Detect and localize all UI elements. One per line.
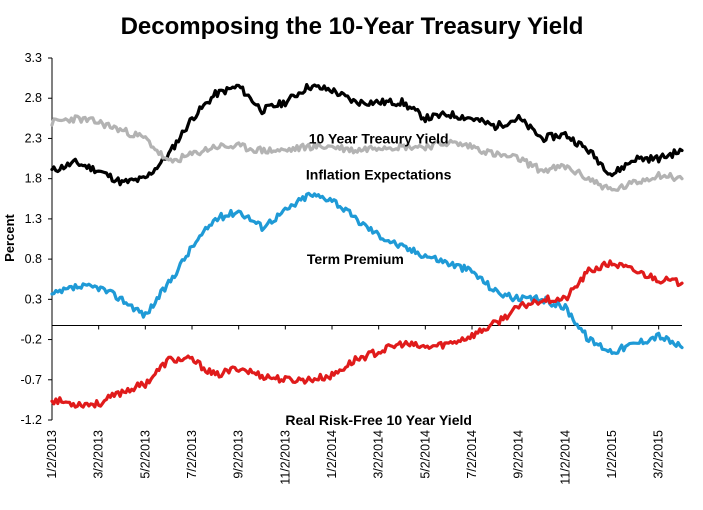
x-tick-label: 11/2/2013 — [278, 430, 292, 485]
x-tick-label: 3/2/2013 — [92, 430, 106, 479]
x-tick-label: 7/2/2013 — [185, 430, 199, 479]
y-tick-label: 1.8 — [25, 172, 42, 186]
x-tick-label: 5/2/2013 — [138, 430, 152, 479]
y-tick-label: 0.3 — [25, 292, 42, 306]
series-lines — [50, 83, 684, 409]
x-tick-label: 7/2/2014 — [465, 430, 479, 479]
series-annotation: 10 Year Treaury Yield — [309, 130, 449, 146]
series-line-3 — [50, 259, 684, 409]
y-tick-label: 1.3 — [25, 212, 42, 226]
x-tick-label: 3/2/2015 — [652, 430, 666, 479]
x-tick-label: 1/2/2013 — [45, 430, 59, 479]
series-annotation: Real Risk-Free 10 Year Yield — [285, 412, 472, 428]
x-tick-label: 1/2/2014 — [325, 430, 339, 479]
series-line-1 — [50, 114, 684, 192]
x-tick-label: 9/2/2014 — [512, 430, 526, 479]
x-tick-label: 3/2/2014 — [372, 430, 386, 479]
series-line-2 — [50, 191, 684, 355]
y-tick-label: 2.8 — [25, 91, 42, 105]
y-tick-label: 2.3 — [25, 131, 42, 145]
x-tick-label: 5/2/2014 — [418, 430, 432, 479]
x-tick-label: 9/2/2013 — [232, 430, 246, 479]
y-tick-label: 3.3 — [25, 51, 42, 65]
y-tick-label: -1.2 — [20, 413, 42, 427]
x-tick-label: 1/2/2015 — [605, 430, 619, 479]
series-line-0 — [50, 83, 684, 187]
x-tick-label: 11/2/2014 — [558, 430, 572, 485]
series-annotation: Inflation Expectations — [306, 167, 452, 183]
y-tick-label: 0.8 — [25, 252, 42, 266]
y-tick-label: -0.2 — [20, 333, 42, 347]
chart-title: Decomposing the 10-Year Treasury Yield — [121, 13, 584, 40]
axes: 3.32.82.31.81.30.80.3-0.2-0.7-1.21/2/201… — [20, 51, 682, 485]
annotations: 10 Year Treaury Yield Inflation Expectati… — [285, 130, 472, 428]
y-tick-label: -0.7 — [20, 373, 42, 387]
series-annotation: Term Premium — [307, 251, 404, 267]
y-axis-label: Percent — [2, 213, 17, 261]
